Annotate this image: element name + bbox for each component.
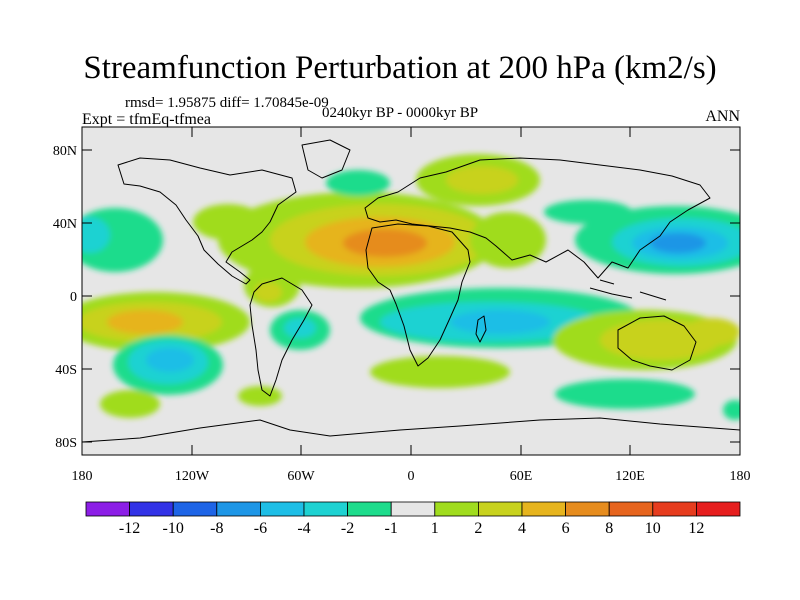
colorbar-label: -1 bbox=[385, 520, 398, 537]
contour-natl-neg bbox=[326, 170, 390, 196]
colorbar-swatch bbox=[390, 501, 436, 517]
contour-spac-6 bbox=[107, 310, 183, 334]
colorbar-label: 10 bbox=[645, 520, 661, 537]
coast-eurasia bbox=[364, 157, 711, 279]
contour-socean-2 bbox=[370, 356, 510, 388]
longitude-axis: 180 120W 60W 0 60E 120E 180 bbox=[72, 127, 751, 484]
colorbar-swatch bbox=[129, 501, 174, 517]
contour-spac-south-2 bbox=[100, 390, 160, 418]
latitude-axis: 80N 40N 0 40S 80S bbox=[53, 144, 740, 451]
colorbar-label: -12 bbox=[119, 520, 140, 537]
colorbar-label: -10 bbox=[163, 520, 184, 537]
contour-aus-4b bbox=[684, 318, 740, 346]
lat-label-80n: 80N bbox=[53, 144, 77, 159]
contour-drake-2 bbox=[238, 386, 282, 406]
colorbar-label: 2 bbox=[474, 520, 482, 537]
contour-sepac-neg4 bbox=[146, 348, 194, 372]
contour-npac-neg6 bbox=[650, 233, 706, 253]
colorbar-label: -6 bbox=[254, 520, 267, 537]
colorbar-label: -8 bbox=[210, 520, 223, 537]
coast-antarctica bbox=[82, 417, 740, 443]
lon-label-180e: 180 bbox=[730, 469, 751, 484]
period-label: 0240kyr BP - 0000kyr BP bbox=[322, 105, 479, 121]
colorbar-label: 12 bbox=[688, 520, 704, 537]
colorbar-label: -4 bbox=[297, 520, 310, 537]
colorbar: -12 -10 -8 -6 -4 -2 -1 1 2 4 6 8 10 12 bbox=[85, 501, 741, 537]
colorbar-swatch bbox=[216, 501, 261, 517]
colorbar-swatch bbox=[652, 501, 697, 517]
lon-label-120e: 120E bbox=[615, 469, 645, 484]
coast-australia bbox=[617, 315, 697, 371]
lon-label-120w: 120W bbox=[175, 469, 210, 484]
contour-siberia-4 bbox=[446, 166, 518, 194]
colorbar-swatch bbox=[696, 501, 741, 517]
coast-africa bbox=[365, 223, 471, 367]
contour-india-2 bbox=[470, 212, 546, 268]
coast-north-america bbox=[117, 157, 297, 285]
lat-label-40s: 40S bbox=[55, 363, 77, 378]
stats-label: rmsd= 1.95875 diff= 1.70845e-09 bbox=[125, 95, 329, 111]
colorbar-swatch bbox=[303, 501, 348, 517]
season-label: ANN bbox=[705, 108, 740, 125]
contour-sio-neg4 bbox=[450, 310, 550, 334]
contour-edge-neg bbox=[723, 400, 740, 420]
contour-satl-neg2 bbox=[284, 318, 316, 338]
colorbar-label: -2 bbox=[341, 520, 354, 537]
colorbar-swatch bbox=[172, 501, 218, 517]
colorbar-label: 4 bbox=[518, 520, 526, 537]
contour-saus-neg bbox=[555, 379, 695, 409]
lat-label-0: 0 bbox=[70, 290, 77, 305]
coast-indonesia bbox=[589, 279, 667, 301]
lon-label-60e: 60E bbox=[510, 469, 533, 484]
contour-africa-8 bbox=[343, 229, 427, 257]
lat-label-80s: 80S bbox=[55, 436, 77, 451]
coast-greenland bbox=[301, 139, 351, 179]
experiment-label: Expt = tfmEq-tfmea bbox=[82, 111, 211, 128]
coastlines bbox=[82, 139, 740, 443]
colorbar-label: 6 bbox=[562, 520, 570, 537]
contour-field bbox=[82, 127, 740, 455]
lon-label-60w: 60W bbox=[287, 469, 315, 484]
coast-madagascar bbox=[475, 315, 487, 343]
colorbar-swatch bbox=[434, 501, 479, 517]
colorbar-label: 8 bbox=[605, 520, 613, 537]
contour-natlantic-2 bbox=[193, 204, 263, 240]
colorbar-swatch bbox=[608, 501, 654, 517]
contour-cpac-neg2 bbox=[82, 217, 110, 253]
coast-south-america bbox=[249, 277, 313, 397]
lon-label-180w: 180 bbox=[72, 469, 93, 484]
colorbar-swatch bbox=[521, 501, 566, 517]
colorbar-swatch bbox=[565, 501, 610, 517]
colorbar-swatch bbox=[85, 501, 130, 517]
colorbar-swatch bbox=[259, 501, 305, 517]
colorbar-swatch bbox=[347, 501, 392, 517]
plot-title: Streamfunction Perturbation at 200 hPa (… bbox=[83, 50, 717, 86]
lon-label-0: 0 bbox=[408, 469, 415, 484]
contour-samerica-4 bbox=[254, 282, 282, 302]
colorbar-label: 1 bbox=[431, 520, 439, 537]
contour-cpac-neg bbox=[82, 208, 163, 272]
colorbar-swatch bbox=[477, 501, 523, 517]
lat-label-40n: 40N bbox=[53, 217, 77, 232]
contour-npac-neg1b bbox=[544, 200, 632, 224]
